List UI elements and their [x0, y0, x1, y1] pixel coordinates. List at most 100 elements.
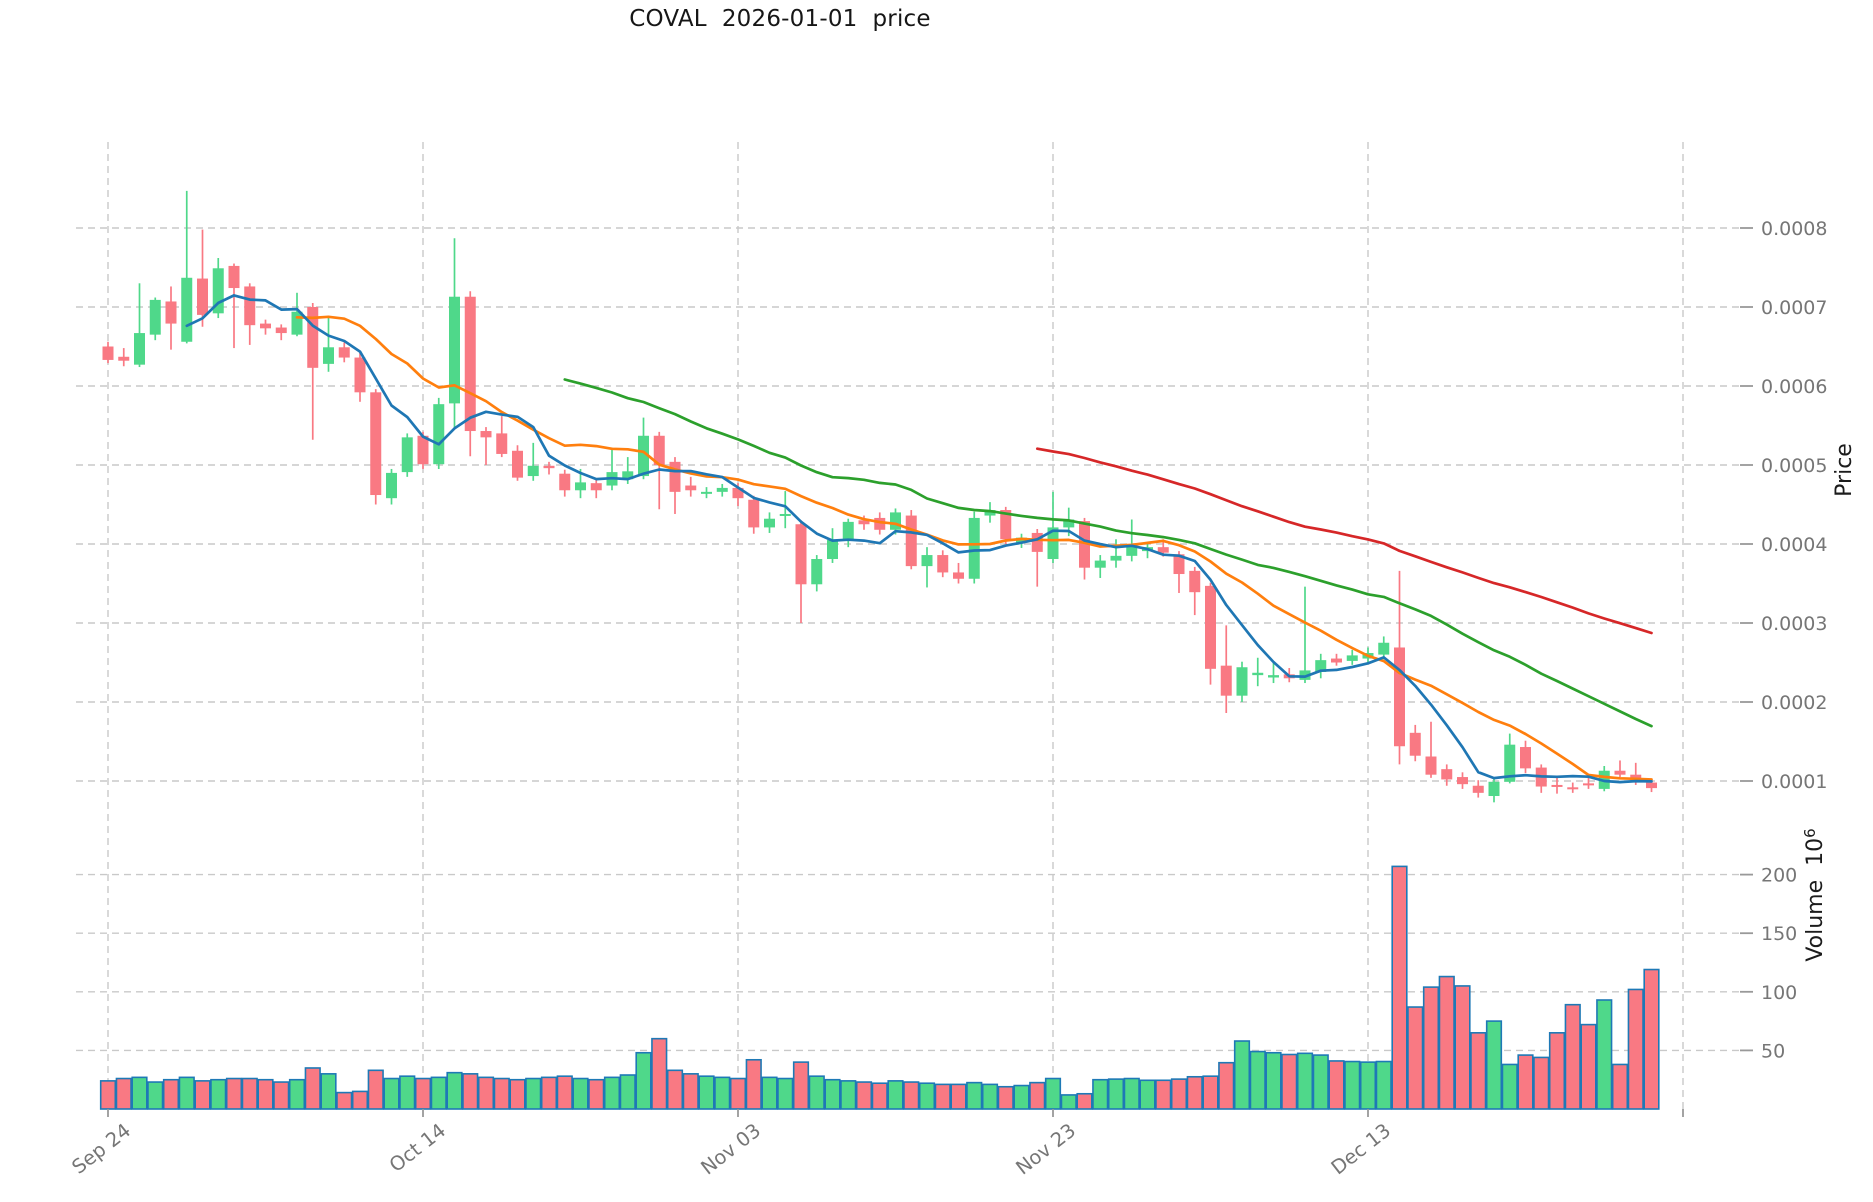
mav-line-13: [295, 315, 1653, 781]
volume-bar: [761, 1076, 778, 1110]
volume-bar: [540, 1076, 558, 1110]
volume-bar: [1375, 1060, 1392, 1110]
candle-down: [260, 323, 271, 329]
volume-bar: [477, 1076, 495, 1110]
candle-down: [1425, 756, 1437, 775]
candle-down: [1157, 547, 1169, 553]
candle-up: [291, 311, 303, 335]
candle-down: [1079, 521, 1090, 568]
volume-bar: [950, 1083, 967, 1110]
volume-bar: [304, 1067, 321, 1110]
volume-bar: [1202, 1075, 1219, 1110]
candle-up: [779, 513, 791, 516]
candle-up: [811, 559, 823, 585]
candle-up: [1047, 527, 1059, 560]
volume-bar: [934, 1083, 951, 1110]
volume-bar: [840, 1080, 857, 1110]
candle-down: [1583, 783, 1594, 786]
volume-bar: [619, 1074, 636, 1110]
volume-bar: [383, 1077, 400, 1110]
volume-bar: [966, 1081, 983, 1110]
volume-bar: [682, 1073, 699, 1110]
volume-bar: [1580, 1023, 1597, 1110]
candle-up: [401, 437, 413, 473]
candle-down: [685, 485, 697, 491]
volume-bar: [666, 1069, 684, 1110]
volume-bar: [115, 1077, 132, 1110]
candle-up: [1063, 519, 1075, 528]
candle-up: [433, 404, 445, 465]
volume-bar: [855, 1081, 873, 1110]
volume-bar: [210, 1078, 227, 1110]
volume-bar: [1123, 1077, 1140, 1110]
price-tick-label: 0.0002: [1761, 692, 1827, 714]
volume-bar: [1107, 1078, 1125, 1110]
candle-up: [1126, 544, 1138, 556]
volume-bar: [288, 1078, 306, 1110]
volume-bar: [1533, 1056, 1550, 1110]
candle-down: [858, 520, 870, 525]
volume-bar: [1328, 1060, 1345, 1110]
date-tick-label: Nov 03: [696, 1119, 765, 1180]
mav-line-60: [1035, 447, 1653, 635]
candle-down: [1567, 787, 1579, 790]
volume-bar: [1281, 1053, 1298, 1110]
volume-bar: [824, 1078, 841, 1110]
candle-down: [228, 265, 240, 289]
volume-bar: [1139, 1079, 1156, 1110]
candle-up: [1094, 560, 1106, 568]
volume-bar: [462, 1073, 479, 1110]
candle-up: [149, 299, 161, 335]
mav-line-6: [185, 294, 1653, 784]
volume-tick-label: 50: [1761, 1040, 1785, 1062]
candle-up: [638, 435, 649, 477]
volume-bar: [257, 1078, 274, 1110]
volume-bar: [1627, 988, 1644, 1110]
chart-title: COVAL 2026-01-01 price: [629, 6, 931, 32]
candle-up: [622, 471, 634, 480]
volume-bar: [1344, 1060, 1361, 1110]
candle-down: [1000, 510, 1012, 540]
candle-down: [417, 435, 429, 465]
candle-down: [1189, 570, 1201, 593]
candle-down: [1520, 747, 1531, 769]
volume-bar: [698, 1075, 715, 1110]
candle-down: [1173, 554, 1185, 575]
volume-bar: [225, 1077, 243, 1110]
volume-bar: [1170, 1078, 1188, 1110]
candle-down: [1614, 770, 1626, 775]
candle-down: [1472, 785, 1484, 793]
candle-down: [307, 307, 319, 368]
candle-up: [968, 517, 980, 579]
series-layer: [99, 190, 1660, 1110]
candle-down: [338, 347, 350, 358]
volume-bar: [367, 1069, 384, 1110]
volume-bar: [178, 1076, 195, 1110]
candle-up: [1315, 660, 1327, 672]
candle-down: [1331, 658, 1342, 663]
volume-bar: [808, 1075, 825, 1110]
candle-up: [1378, 642, 1390, 655]
volume-bar: [509, 1078, 526, 1110]
volume-bar: [1438, 975, 1455, 1110]
candle-down: [480, 431, 492, 438]
volume-bar: [1485, 1020, 1503, 1110]
volume-bar: [792, 1061, 810, 1110]
candle-down: [464, 296, 476, 432]
candle-up: [921, 555, 933, 567]
candle-up: [1299, 670, 1311, 680]
volume-bar: [1501, 1063, 1518, 1110]
price-tick-label: 0.0003: [1761, 613, 1827, 635]
volume-bar: [1013, 1084, 1030, 1110]
volume-bar: [1517, 1054, 1534, 1110]
volume-bar: [162, 1078, 180, 1110]
candle-down: [1457, 777, 1468, 785]
volume-bar: [241, 1077, 258, 1110]
volume-bar: [1218, 1061, 1235, 1110]
volume-bar: [1044, 1077, 1062, 1110]
volume-bar: [1249, 1050, 1266, 1110]
volume-bar: [871, 1082, 888, 1110]
candle-down: [496, 433, 508, 454]
volume-bar: [131, 1076, 148, 1110]
